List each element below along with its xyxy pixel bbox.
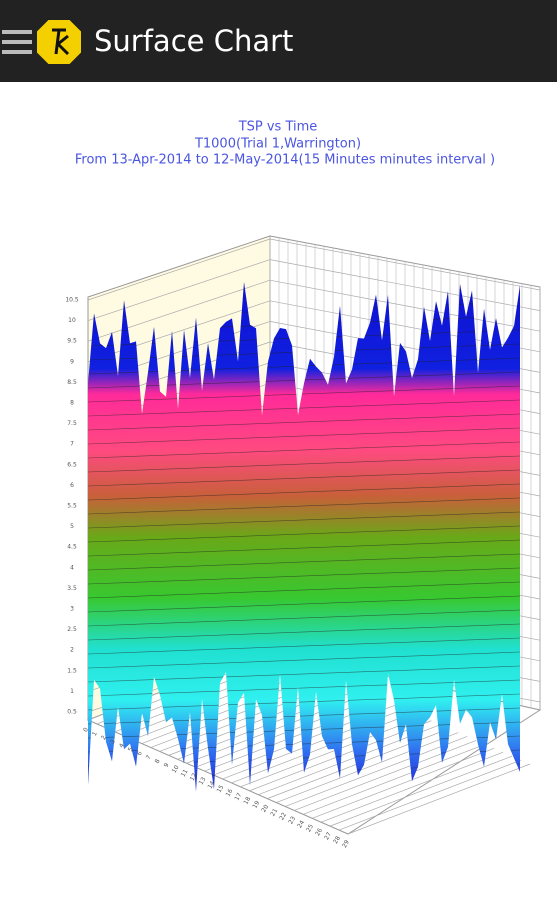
contour-line	[88, 651, 520, 669]
x-tick-label: 3	[109, 738, 117, 745]
grid-line	[87, 238, 271, 301]
x-tick-label: 4	[118, 742, 126, 749]
contour-line	[88, 567, 520, 585]
chart-title: TSP vs Time	[238, 120, 318, 135]
x-tick-label: 11	[180, 768, 190, 778]
contour-line	[88, 455, 520, 473]
contour-line	[88, 553, 520, 571]
contour-line	[88, 497, 520, 515]
x-tick-label: 25	[305, 823, 315, 833]
x-tick-label: 15	[216, 784, 226, 794]
x-tick-label: 18	[242, 796, 252, 806]
y-tick-label: 10	[68, 317, 76, 324]
x-tick-label: 13	[198, 776, 208, 786]
y-tick-label: 9.5	[67, 338, 77, 345]
contour-line	[88, 483, 520, 501]
y-tick-label: 1	[70, 688, 74, 695]
x-tick-label: 16	[225, 788, 235, 798]
x-tick-label: 8	[154, 758, 162, 765]
y-tick-label: 9	[70, 358, 74, 365]
x-tick-label: 10	[171, 764, 181, 774]
x-tick-label: 7	[145, 754, 153, 761]
contour-line	[88, 609, 520, 627]
y-tick-label: 3.5	[67, 585, 77, 592]
x-tick-label: 22	[278, 811, 288, 821]
y-tick-label: 4	[70, 564, 74, 571]
x-tick-label: 14	[207, 780, 217, 790]
contour-line	[88, 469, 520, 487]
chart: TSP vs Time T1000(Trial 1,Warrington) Fr…	[65, 120, 542, 849]
x-tick-label: 19	[251, 799, 261, 809]
grid-line	[312, 747, 495, 819]
y-tick-label: 6.5	[67, 461, 77, 468]
grid-line	[320, 751, 504, 823]
y-tick-label: 1.5	[67, 667, 77, 674]
x-tick-label: 29	[341, 839, 351, 849]
y-tick-label: 7	[70, 441, 74, 448]
contour-line	[88, 665, 520, 683]
x-tick-label: 23	[287, 815, 297, 825]
contour-line	[88, 385, 520, 403]
x-tick-label: 24	[296, 819, 306, 829]
y-tick-label: 2	[70, 647, 74, 654]
grid-line	[87, 279, 271, 342]
x-tick-label: 20	[260, 803, 270, 813]
y-tick-label: 5.5	[67, 503, 77, 510]
contour-line	[88, 399, 520, 417]
contour-line	[88, 441, 520, 459]
y-tick-label: 7.5	[67, 420, 77, 427]
x-tick-label: 26	[314, 827, 324, 837]
contour-line	[88, 427, 520, 445]
x-tick-label: 6	[136, 750, 144, 757]
y-tick-label: 6	[70, 482, 74, 489]
y-tick-label: 5	[70, 523, 74, 530]
contour-line	[88, 539, 520, 557]
grid-line	[276, 732, 459, 803]
y-tick-label: 8	[70, 400, 74, 407]
contour-line	[88, 595, 520, 613]
contour-line	[88, 581, 520, 599]
x-tick-label: 27	[323, 831, 333, 841]
grid-line	[87, 300, 271, 363]
grid-line	[240, 716, 423, 788]
chart-subtitle: T1000(Trial 1,Warrington)	[194, 137, 361, 152]
chart-subtitle: From 13-Apr-2014 to 12-May-2014(15 Minut…	[75, 153, 495, 168]
x-tick-label: 5	[127, 746, 135, 753]
y-tick-label: 0.5	[67, 709, 77, 716]
x-tick-label: 9	[163, 762, 171, 769]
contour-line	[88, 511, 520, 529]
x-tick-label: 1	[91, 730, 99, 737]
y-tick-label: 2.5	[67, 626, 77, 633]
contour-line	[88, 413, 520, 431]
x-tick-label: 12	[189, 772, 199, 782]
y-tick-label: 10.5	[65, 297, 79, 304]
contour-line	[88, 637, 520, 655]
x-tick-label: 21	[269, 807, 279, 817]
contour-line	[88, 525, 520, 543]
x-tick-label: 2	[100, 734, 108, 741]
grid-line	[329, 755, 513, 827]
x-tick-label: 17	[233, 792, 243, 802]
x-tick-label: 0	[82, 726, 90, 733]
app-icon[interactable]	[0, 0, 90, 82]
x-tick-label: 28	[332, 835, 342, 845]
grid-line	[285, 736, 468, 807]
app-title: Surface Chart	[94, 24, 294, 58]
y-tick-label: 3	[70, 606, 74, 613]
contour-line	[88, 679, 520, 697]
grid-line	[347, 763, 531, 835]
contour-line	[88, 623, 520, 641]
y-tick-label: 4.5	[67, 544, 77, 551]
grid-line	[338, 759, 522, 831]
app-bar: Surface Chart	[0, 0, 557, 82]
grid-line	[87, 259, 271, 321]
y-tick-label: 8.5	[67, 379, 77, 386]
grid-line	[303, 744, 486, 815]
